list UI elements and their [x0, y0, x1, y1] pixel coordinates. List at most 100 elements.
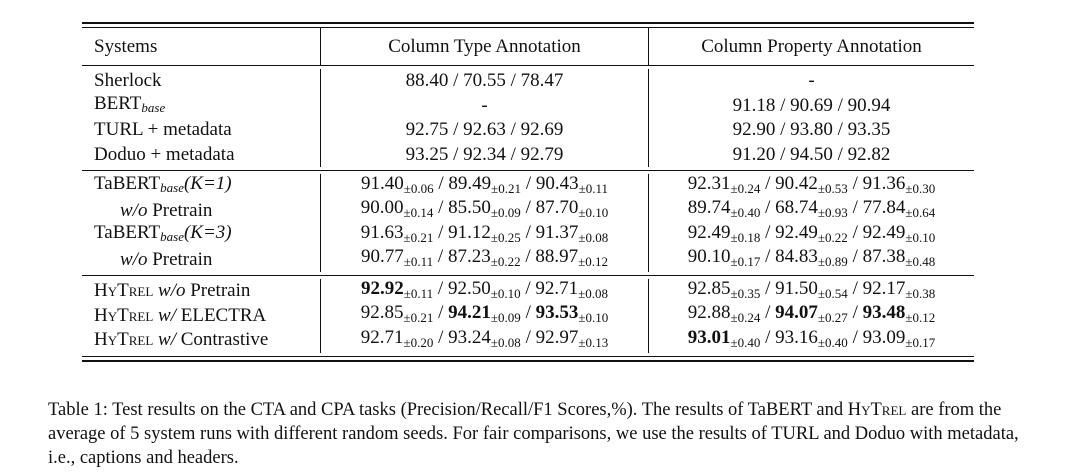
score-value: 91.50	[775, 277, 818, 299]
cpa-cell: 92.88±0.24 / 94.07±0.27 / 93.48±0.12	[648, 302, 974, 328]
cta-cell: 90.00±0.14 / 85.50±0.09 / 87.70±0.10	[320, 197, 648, 223]
score-std: ±0.25	[490, 229, 521, 245]
score-std: ±0.21	[491, 180, 522, 196]
score-std: ±0.24	[730, 180, 761, 196]
score-value: 92.49	[862, 221, 906, 243]
score-sep: /	[847, 302, 863, 324]
score-value: 68.74	[775, 197, 818, 219]
cta-cell: 93.25 / 92.34 / 92.79	[320, 142, 648, 167]
score-value: 90.00	[360, 197, 404, 219]
score-sep: /	[760, 277, 776, 299]
score-std: ±0.08	[578, 285, 608, 301]
score-std: ±0.06	[403, 180, 434, 196]
score-std: ±0.17	[730, 254, 761, 270]
table-row: HyTrel w/ Contrastive 92.71±0.20 / 93.24±…	[82, 326, 974, 355]
score-std: ±0.14	[403, 205, 434, 221]
score-value: 92.49	[775, 221, 818, 243]
system-name: w/o Pretrain	[82, 199, 320, 223]
score-std: ±0.38	[905, 285, 936, 301]
system-label: ELECTRA	[180, 304, 267, 326]
cta-cell: -	[320, 93, 648, 118]
score-std: ±0.11	[403, 285, 434, 301]
table-row: TURL + metadata 92.75 / 92.63 / 92.69 92.9…	[82, 118, 974, 143]
score-std: ±0.09	[490, 310, 521, 326]
system-label: BERT	[94, 92, 142, 114]
score-sep: /	[433, 326, 449, 348]
score-value: 94.07	[775, 302, 818, 324]
system-label: Sherlock	[94, 70, 162, 92]
system-name: Doduo + metadata	[82, 143, 320, 167]
bottom-rule-inner	[82, 355, 974, 357]
model-name: HyTrel	[94, 304, 159, 326]
system-label: TaBERT	[94, 173, 161, 195]
cta-cell: 92.75 / 92.63 / 92.69	[320, 118, 648, 143]
score-triplet: 92.49±0.18 / 92.49±0.22 / 92.49±0.10	[688, 221, 935, 250]
score-std: ±0.12	[905, 310, 936, 326]
score-value: 93.48	[862, 302, 906, 324]
cta-cell: 92.85±0.21 / 94.21±0.09 / 93.53±0.10	[320, 301, 648, 330]
score-value: 84.83	[775, 246, 818, 268]
score-value: 87.23	[447, 246, 491, 268]
variant-marker: w/	[158, 329, 181, 351]
score-sep: /	[520, 197, 536, 219]
table-row: Sherlock 88.40 / 70.55 / 78.47-	[82, 69, 974, 94]
system-label: Doduo + metadata	[94, 143, 235, 165]
table-caption: Table 1: Test results on the CTA and CPA…	[48, 398, 1028, 470]
cpa-cell: 93.01±0.40 / 93.16±0.40 / 93.09±0.17	[648, 326, 974, 355]
score-triplet: 90.77±0.11 / 87.23±0.22 / 88.97±0.12	[361, 245, 608, 274]
score-value: 92.92	[361, 277, 404, 299]
score-value: 90.43	[535, 172, 579, 194]
caption-text-2: are from the average of 5 system runs wi…	[48, 400, 1019, 468]
score-std: ±0.30	[905, 180, 936, 196]
score-sep: /	[847, 197, 863, 219]
score-value: 90.77	[361, 246, 404, 268]
score-value: 93.09	[862, 326, 906, 348]
table-row: HyTrel w/ ELECTRA 92.85±0.21 / 94.21±0.09…	[82, 301, 974, 330]
score-value: 87.70	[535, 197, 579, 219]
caption-text-1: Test results on the CTA and CPA tasks (P…	[107, 400, 848, 420]
score-value: 93.53	[535, 302, 579, 324]
score-std: ±0.93	[817, 205, 848, 221]
score-std: ±0.24	[730, 310, 761, 326]
table-row: w/o Pretrain 90.77±0.11 / 87.23±0.22 / 88…	[82, 245, 974, 274]
score-triplet: 92.31±0.24 / 90.42±0.53 / 91.36±0.30	[688, 172, 935, 201]
score-triplet: 93.01±0.40 / 93.16±0.40 / 93.09±0.17	[688, 326, 935, 355]
score-std: ±0.40	[730, 334, 761, 350]
score-value: 93.16	[775, 326, 818, 348]
score-std: ±0.11	[403, 254, 434, 270]
score-value: 91.63	[360, 221, 404, 243]
score-sep: /	[520, 246, 536, 268]
score-std: ±0.11	[578, 180, 608, 196]
score-value: 92.71	[535, 277, 579, 299]
score-triplet: 91.63±0.21 / 91.12±0.25 / 91.37±0.08	[361, 221, 608, 250]
cpa-cell: 91.20 / 94.50 / 92.82	[648, 142, 974, 167]
table-row: BERTbase -91.18 / 90.69 / 90.94	[82, 92, 974, 118]
score-value: 91.12	[448, 221, 491, 243]
score-value: 89.74	[687, 197, 731, 219]
score-std: ±0.12	[578, 254, 608, 270]
score-sep: /	[520, 302, 536, 324]
system-name: HyTrel w/o Pretrain	[82, 279, 320, 303]
model-name: HyTrel	[94, 329, 159, 351]
score-std: ±0.64	[905, 205, 936, 221]
score-std: ±0.10	[905, 229, 936, 245]
score-value: 87.38	[862, 246, 906, 268]
score-value: 93.01	[687, 326, 731, 348]
top-rule-inner	[82, 27, 974, 28]
bottom-rule	[82, 359, 974, 362]
system-name: HyTrel w/ Contrastive	[82, 328, 320, 352]
cpa-cell: 92.49±0.18 / 92.49±0.22 / 92.49±0.10	[648, 221, 974, 250]
score-sep: /	[760, 326, 776, 348]
score-value: 92.85	[360, 302, 404, 324]
score-triplet: 92.85±0.21 / 94.21±0.09 / 93.53±0.10	[361, 301, 608, 330]
system-label: Contrastive	[180, 329, 269, 351]
score-sep: /	[760, 221, 776, 243]
caption-label: Table 1:	[48, 400, 108, 420]
baseline-group: Sherlock 88.40 / 70.55 / 78.47- BERTbase -9…	[82, 66, 974, 170]
score-sep: /	[433, 172, 449, 194]
score-value: 92.49	[687, 221, 731, 243]
score-sep: /	[520, 277, 536, 299]
score-sep: /	[433, 197, 449, 219]
score-std: ±0.10	[490, 285, 521, 301]
cpa-cell: 89.74±0.40 / 68.74±0.93 / 77.84±0.64	[648, 197, 974, 223]
